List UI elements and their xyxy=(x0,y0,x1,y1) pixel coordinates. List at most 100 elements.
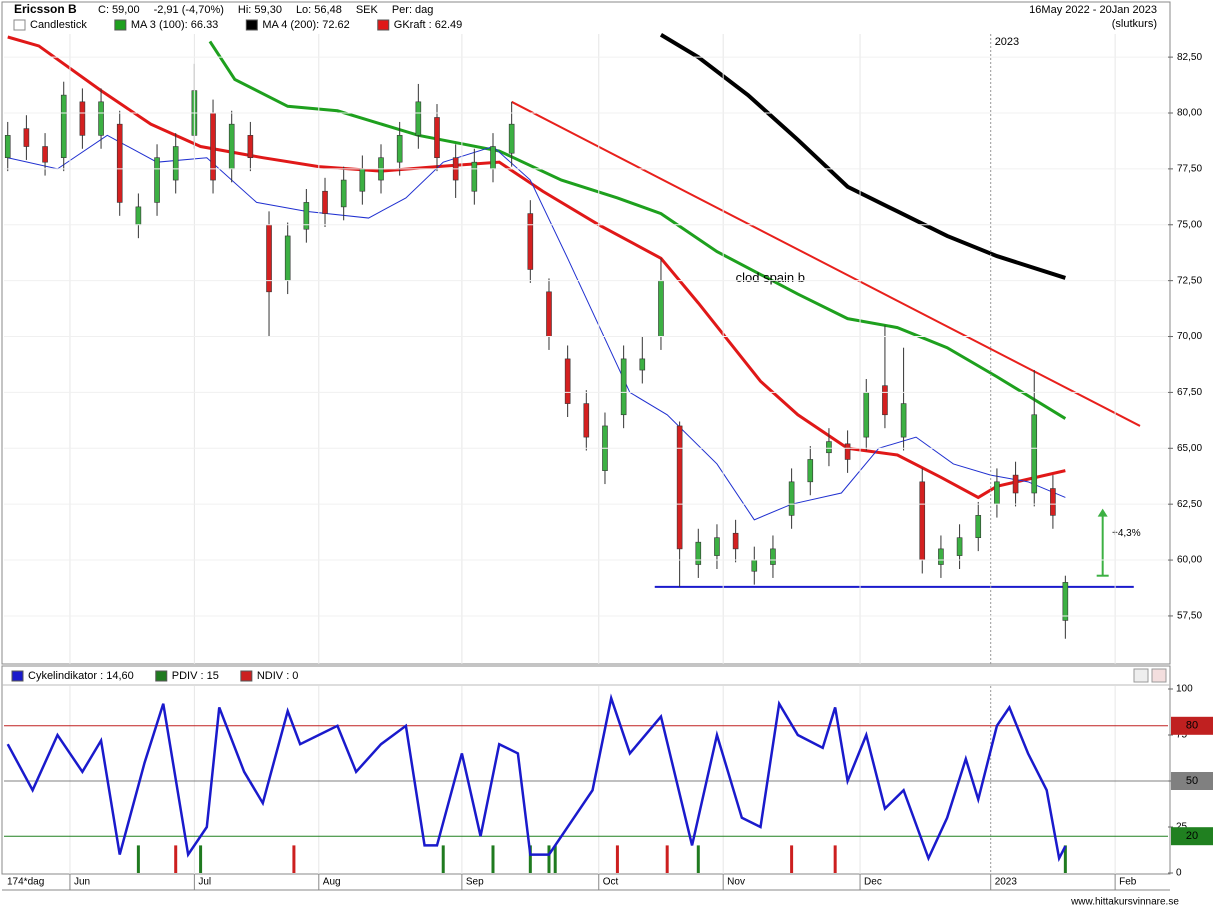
candle-body xyxy=(695,541,702,565)
y-tick-label: 0 xyxy=(1176,868,1182,879)
legend-swatch xyxy=(245,19,258,31)
divergence-bar xyxy=(1063,845,1067,873)
info-item: Per: dag xyxy=(392,4,434,16)
x-tick-label: Dec xyxy=(864,877,882,888)
x-tick-label: Oct xyxy=(603,877,619,888)
period: 16May 2022 - 20Jan 2023 xyxy=(1029,4,1157,16)
divergence-bar xyxy=(833,845,837,873)
divergence-bar xyxy=(292,845,296,873)
candle-body xyxy=(863,392,870,438)
candle-body xyxy=(807,459,814,483)
line-series xyxy=(7,134,1066,521)
annotation: +4,3% xyxy=(1112,528,1141,539)
y-tick-label: 75,00 xyxy=(1177,219,1202,230)
legend-swatch xyxy=(377,19,390,31)
candle-body xyxy=(247,135,254,159)
candle-body xyxy=(396,135,403,163)
candle-body xyxy=(79,101,86,136)
divergence-bar xyxy=(553,845,557,873)
tool-button[interactable] xyxy=(1133,668,1149,683)
y-tick-label: 67,50 xyxy=(1177,387,1202,398)
level-box xyxy=(1171,772,1213,790)
legend-swatch xyxy=(155,670,168,682)
candle-body xyxy=(956,537,963,556)
candle-body xyxy=(23,128,30,147)
candle-body xyxy=(658,280,664,337)
legend-label: NDIV : 0 xyxy=(257,670,299,682)
candle-body xyxy=(994,481,1000,505)
indicator-frame xyxy=(1,665,1171,875)
divergence-bar xyxy=(441,845,445,873)
info-item: C: 59,00 xyxy=(98,4,140,16)
divergence-bar xyxy=(547,845,551,873)
x-tick-label: 2023 xyxy=(995,877,1018,888)
candle-body xyxy=(284,235,291,281)
candle-body xyxy=(116,123,123,203)
candle-body xyxy=(770,548,776,565)
level-box xyxy=(1171,716,1213,735)
footer: www.hittakursvinnare.se xyxy=(1070,897,1179,906)
candle-body xyxy=(490,146,496,170)
main-frame xyxy=(1,1,1171,665)
line-series xyxy=(6,693,1067,863)
candle-body xyxy=(434,117,440,159)
candle-body xyxy=(340,179,347,208)
level-label: 20 xyxy=(1186,830,1198,842)
info-item: SEK xyxy=(356,4,379,16)
candle-body xyxy=(1050,488,1056,516)
candle-body xyxy=(415,101,422,136)
legend-swatch xyxy=(13,19,26,31)
candle-body xyxy=(1062,582,1069,621)
candle-body xyxy=(639,358,646,371)
divergence-bar xyxy=(615,845,619,873)
x-tick-label: Nov xyxy=(727,877,745,888)
level-label: 50 xyxy=(1186,775,1198,787)
divergence-bar xyxy=(665,845,669,873)
candle-body xyxy=(228,123,235,170)
year-label: 2023 xyxy=(995,36,1019,48)
candle-body xyxy=(98,101,104,136)
divergence-bar xyxy=(696,845,700,873)
candle-body xyxy=(826,441,832,454)
legend-label: Candlestick xyxy=(30,19,87,31)
candle-body xyxy=(620,358,627,416)
y-tick-label: 62,50 xyxy=(1177,499,1202,510)
close-button[interactable] xyxy=(1151,668,1167,683)
candle-body xyxy=(135,206,142,226)
annotation: clod spain b xyxy=(736,270,805,285)
candle-body xyxy=(583,403,590,438)
divergence-bar xyxy=(528,845,532,873)
x-tick-label: Aug xyxy=(323,877,341,888)
candle-body xyxy=(322,190,328,214)
y-tick-label: 82,50 xyxy=(1177,52,1202,63)
divergence-bar xyxy=(174,845,178,873)
legend-swatch xyxy=(114,19,127,31)
candle-body xyxy=(900,403,907,438)
info-item: Lo: 56,48 xyxy=(296,4,342,16)
y-tick-label: 77,50 xyxy=(1177,164,1202,175)
divergence-bar xyxy=(790,845,794,873)
level-box xyxy=(1171,827,1213,846)
candle-body xyxy=(564,358,571,404)
price-basis: (slutkurs) xyxy=(1112,18,1157,30)
divergence-bar xyxy=(136,845,140,873)
candle-body xyxy=(471,161,478,192)
x-tick-label: Jun xyxy=(74,877,90,888)
candle-body xyxy=(919,481,926,561)
y-tick-label: 65,00 xyxy=(1177,443,1202,454)
x-tick-label: Feb xyxy=(1119,877,1137,888)
candle-body xyxy=(508,123,515,154)
legend-label: MA 3 (100): 66.33 xyxy=(131,19,218,31)
main-plot: clod spain b +4,3% xyxy=(4,33,1141,639)
legend-swatch xyxy=(11,670,24,682)
candle-body xyxy=(975,515,982,539)
y-tick-label: 100 xyxy=(1176,684,1193,695)
info-item: -2,91 (-4,70%) xyxy=(154,4,224,16)
candle-body xyxy=(266,224,272,293)
legend-swatch xyxy=(240,670,253,682)
y-tick-label: 70,00 xyxy=(1177,331,1202,342)
line-series xyxy=(208,40,1067,420)
candle-body xyxy=(172,146,179,181)
candle-body xyxy=(546,291,552,337)
